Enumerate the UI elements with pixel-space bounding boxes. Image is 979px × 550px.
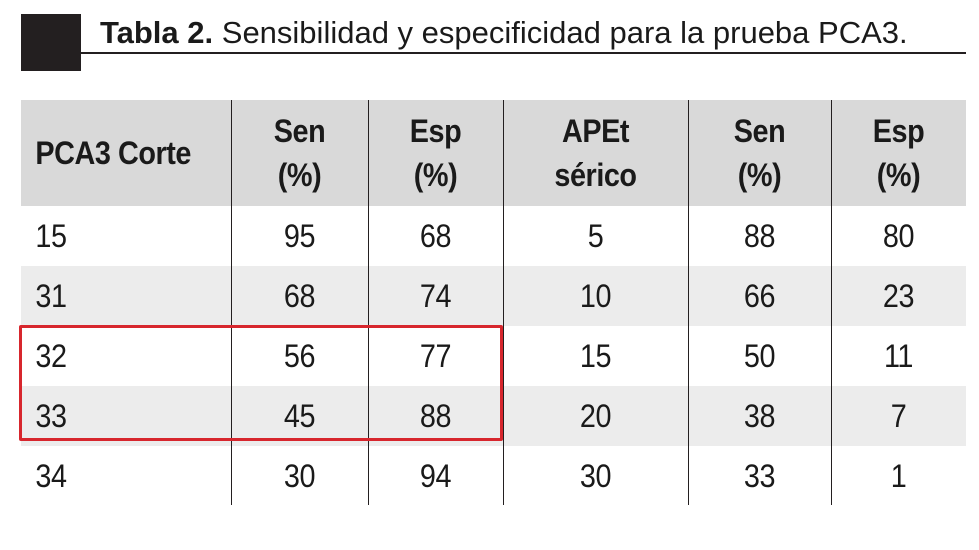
cell-sen-apet: 88 bbox=[743, 217, 776, 254]
cell-esp-apet: 1 bbox=[890, 457, 907, 494]
cell-sen-pca3: 30 bbox=[283, 457, 316, 494]
cell-sen-pca3: 95 bbox=[283, 217, 316, 254]
column-divider bbox=[231, 100, 232, 505]
column-divider bbox=[368, 100, 369, 505]
header-sen-apet: Sen (%) bbox=[733, 113, 786, 193]
column-divider bbox=[688, 100, 689, 505]
highlight-box bbox=[19, 325, 503, 441]
header-esp-pca3: Esp (%) bbox=[409, 113, 462, 193]
caption-rule bbox=[81, 52, 966, 54]
cell-sen-apet: 50 bbox=[743, 337, 776, 374]
table-row: 34 30 94 30 33 1 bbox=[21, 446, 966, 506]
cell-sen-pca3: 68 bbox=[283, 277, 316, 314]
table-caption: Tabla 2. Sensibilidad y especificidad pa… bbox=[100, 13, 908, 53]
table-row: 32 56 77 15 50 11 bbox=[21, 326, 966, 386]
cell-apet-serico: 5 bbox=[587, 217, 604, 254]
header-sen-pca3: Sen (%) bbox=[273, 113, 326, 193]
header-apet-serico: APEt sérico bbox=[554, 113, 637, 193]
cell-pca3-corte: 33 bbox=[35, 397, 67, 434]
column-divider bbox=[831, 100, 832, 505]
table-row: 33 45 88 20 38 7 bbox=[21, 386, 966, 446]
table-header-row: PCA3 Corte Sen (%) Esp (%) APEt sérico S… bbox=[21, 100, 966, 206]
cell-pca3-corte: 34 bbox=[35, 457, 67, 494]
cell-apet-serico: 10 bbox=[579, 277, 612, 314]
cell-esp-pca3: 68 bbox=[419, 217, 452, 254]
cell-apet-serico: 30 bbox=[579, 457, 612, 494]
cell-esp-pca3: 88 bbox=[419, 397, 452, 434]
title-block-mark bbox=[21, 14, 81, 71]
cell-pca3-corte: 32 bbox=[35, 337, 67, 374]
cell-sen-apet: 33 bbox=[743, 457, 776, 494]
data-table: PCA3 Corte Sen (%) Esp (%) APEt sérico S… bbox=[21, 100, 966, 506]
table-row: 31 68 74 10 66 23 bbox=[21, 266, 966, 326]
cell-sen-apet: 66 bbox=[743, 277, 776, 314]
cell-sen-pca3: 56 bbox=[283, 337, 316, 374]
cell-esp-pca3: 94 bbox=[419, 457, 452, 494]
cell-apet-serico: 20 bbox=[579, 397, 612, 434]
cell-esp-apet: 11 bbox=[884, 337, 913, 374]
cell-sen-pca3: 45 bbox=[283, 397, 316, 434]
table-caption-text: Sensibilidad y especificidad para la pru… bbox=[221, 15, 908, 50]
cell-esp-pca3: 74 bbox=[419, 277, 452, 314]
cell-esp-apet: 23 bbox=[882, 277, 915, 314]
cell-pca3-corte: 15 bbox=[35, 217, 67, 254]
cell-sen-apet: 38 bbox=[743, 397, 776, 434]
header-pca3-corte: PCA3 Corte bbox=[35, 135, 191, 171]
header-esp-apet: Esp (%) bbox=[872, 113, 925, 193]
cell-esp-pca3: 77 bbox=[419, 337, 452, 374]
cell-esp-apet: 7 bbox=[890, 397, 907, 434]
cell-esp-apet: 80 bbox=[882, 217, 915, 254]
table-caption-label: Tabla 2. bbox=[100, 15, 214, 50]
table-row: 15 95 68 5 88 80 bbox=[21, 206, 966, 266]
column-divider bbox=[503, 100, 504, 505]
cell-pca3-corte: 31 bbox=[35, 277, 67, 314]
cell-apet-serico: 15 bbox=[579, 337, 612, 374]
